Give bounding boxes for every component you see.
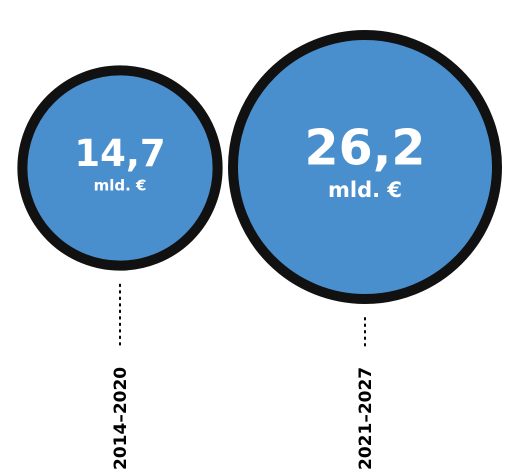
bubble-1 bbox=[17, 65, 223, 271]
period-label-1: 2014–2020 bbox=[111, 367, 131, 470]
bubble-value-label-2: 26,2 bbox=[305, 119, 426, 176]
bubble-marks bbox=[17, 30, 502, 304]
bubble-2 bbox=[228, 30, 502, 304]
bubble-unit-label-1: mld. € bbox=[94, 177, 147, 195]
bubble-value-label-1: 14,7 bbox=[74, 132, 165, 175]
period-labels: 2014–2020 2021–2027 bbox=[111, 283, 376, 470]
period-label-2: 2021–2027 bbox=[356, 367, 376, 470]
bubble-unit-label-2: mld. € bbox=[328, 178, 402, 202]
